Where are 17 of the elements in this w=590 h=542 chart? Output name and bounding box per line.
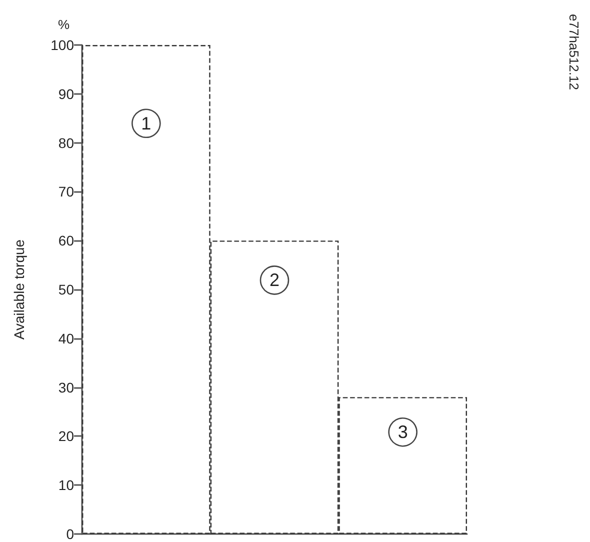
y-tick-label: 40 [58, 330, 74, 346]
y-tick-label: 80 [58, 134, 74, 151]
y-tick-label: 50 [58, 282, 74, 298]
annotation: 1 [141, 113, 152, 134]
text: % [58, 17, 70, 32]
annotation: 3 [398, 422, 408, 442]
y-tick-label: 100 [50, 37, 74, 53]
y-tick-label: 90 [58, 86, 74, 102]
text: e77ha512.12 [566, 14, 582, 90]
y-tick-label: 60 [58, 232, 74, 249]
y-tick-label: 0 [66, 526, 74, 542]
y-tick-label: 10 [58, 477, 74, 494]
y-tick-label: 30 [58, 379, 74, 396]
y-tick-label: 70 [58, 184, 74, 200]
annotation: 2 [269, 270, 280, 290]
y-axis-title: Available torque [11, 239, 27, 340]
y-tick-label: 20 [58, 428, 74, 444]
